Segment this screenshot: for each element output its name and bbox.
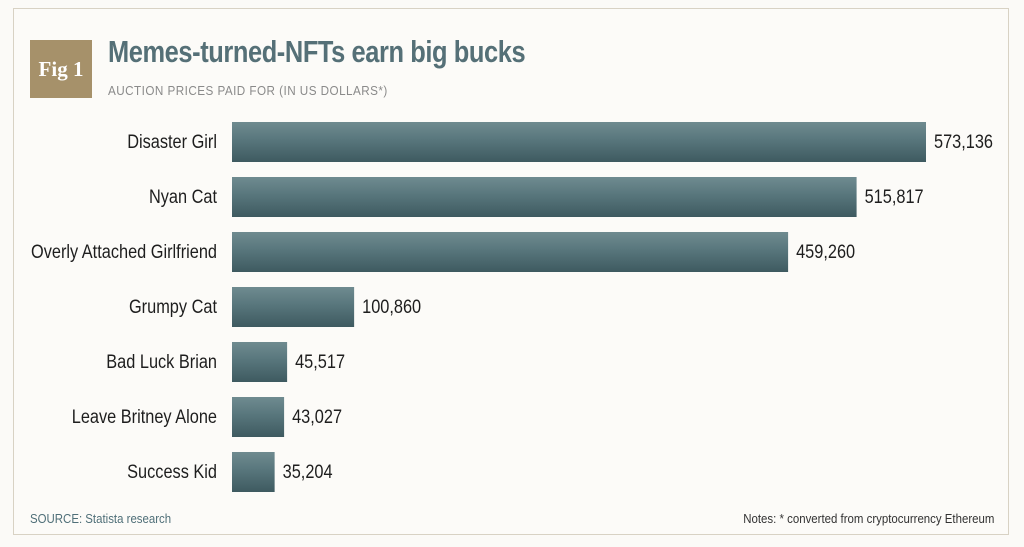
chart-title: Memes-turned-NFTs earn big bucks (108, 34, 526, 69)
bar (232, 452, 275, 492)
value-label: 45,517 (295, 351, 345, 372)
value-label: 515,817 (865, 186, 924, 207)
category-label: Disaster Girl (127, 131, 217, 152)
category-label: Leave Britney Alone (72, 406, 217, 427)
value-label: 43,027 (292, 406, 342, 427)
bar (232, 342, 288, 382)
category-label: Overly Attached Girlfriend (31, 241, 217, 262)
currency-note: Notes: * converted from cryptocurrency E… (742, 511, 994, 526)
chart-subtitle: AUCTION PRICES PAID FOR (IN US DOLLARS*) (108, 83, 388, 98)
bar (232, 232, 789, 272)
bar (232, 397, 285, 437)
value-label: 573,136 (934, 131, 993, 152)
figure-badge-label: Fig 1 (38, 56, 84, 81)
bar (232, 177, 857, 217)
category-label: Nyan Cat (149, 186, 217, 207)
value-label: 100,860 (362, 296, 421, 317)
bar (232, 287, 355, 327)
source-note: SOURCE: Statista research (30, 511, 172, 526)
category-label: Success Kid (127, 461, 217, 482)
figure-badge: Fig 1 (30, 40, 92, 98)
bar (232, 122, 926, 162)
value-label: 459,260 (796, 241, 855, 262)
category-label: Grumpy Cat (129, 296, 217, 317)
category-label: Bad Luck Brian (106, 351, 217, 372)
value-label: 35,204 (283, 461, 333, 482)
